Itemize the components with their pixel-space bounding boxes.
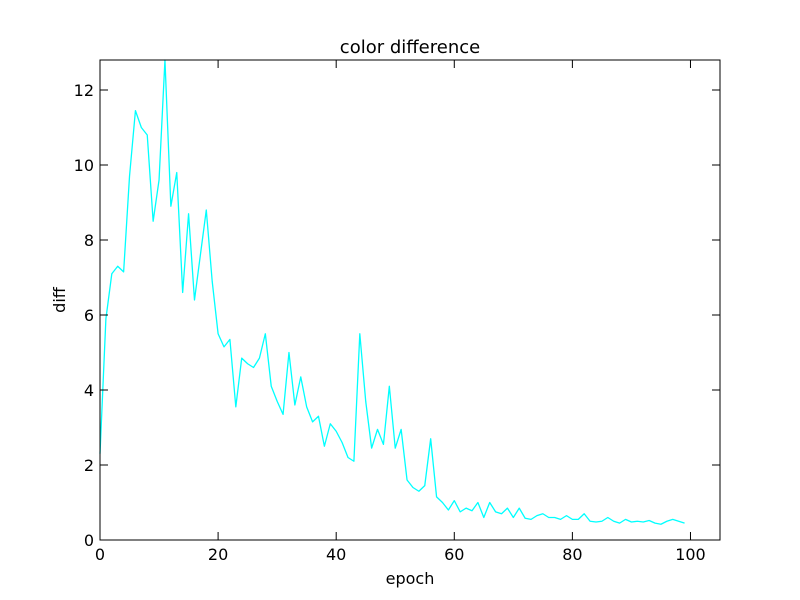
x-axis-label: epoch <box>386 569 435 588</box>
x-tick-label: 40 <box>326 545 346 564</box>
y-tick-label: 8 <box>84 231 94 250</box>
y-tick-label: 6 <box>84 306 94 325</box>
y-tick-label: 12 <box>74 81 94 100</box>
y-axis: 0 2 4 6 8 10 12 <box>74 81 720 550</box>
chart-title: color difference <box>340 37 480 58</box>
y-tick-label: 2 <box>84 456 94 475</box>
y-tick-label: 0 <box>84 531 94 550</box>
y-tick-label: 10 <box>74 156 94 175</box>
x-tick-label: 60 <box>444 545 464 564</box>
x-axis: 0 20 40 60 80 100 <box>95 60 706 564</box>
series-line-0 <box>99 59 685 525</box>
x-tick-label: 100 <box>675 545 706 564</box>
y-tick-label: 4 <box>84 381 94 400</box>
x-tick-label: 0 <box>95 545 105 564</box>
plot-frame <box>99 59 721 541</box>
y-axis-label: diff <box>50 286 69 313</box>
x-tick-label: 20 <box>208 545 228 564</box>
x-tick-label: 80 <box>562 545 582 564</box>
plot-area <box>99 59 685 525</box>
